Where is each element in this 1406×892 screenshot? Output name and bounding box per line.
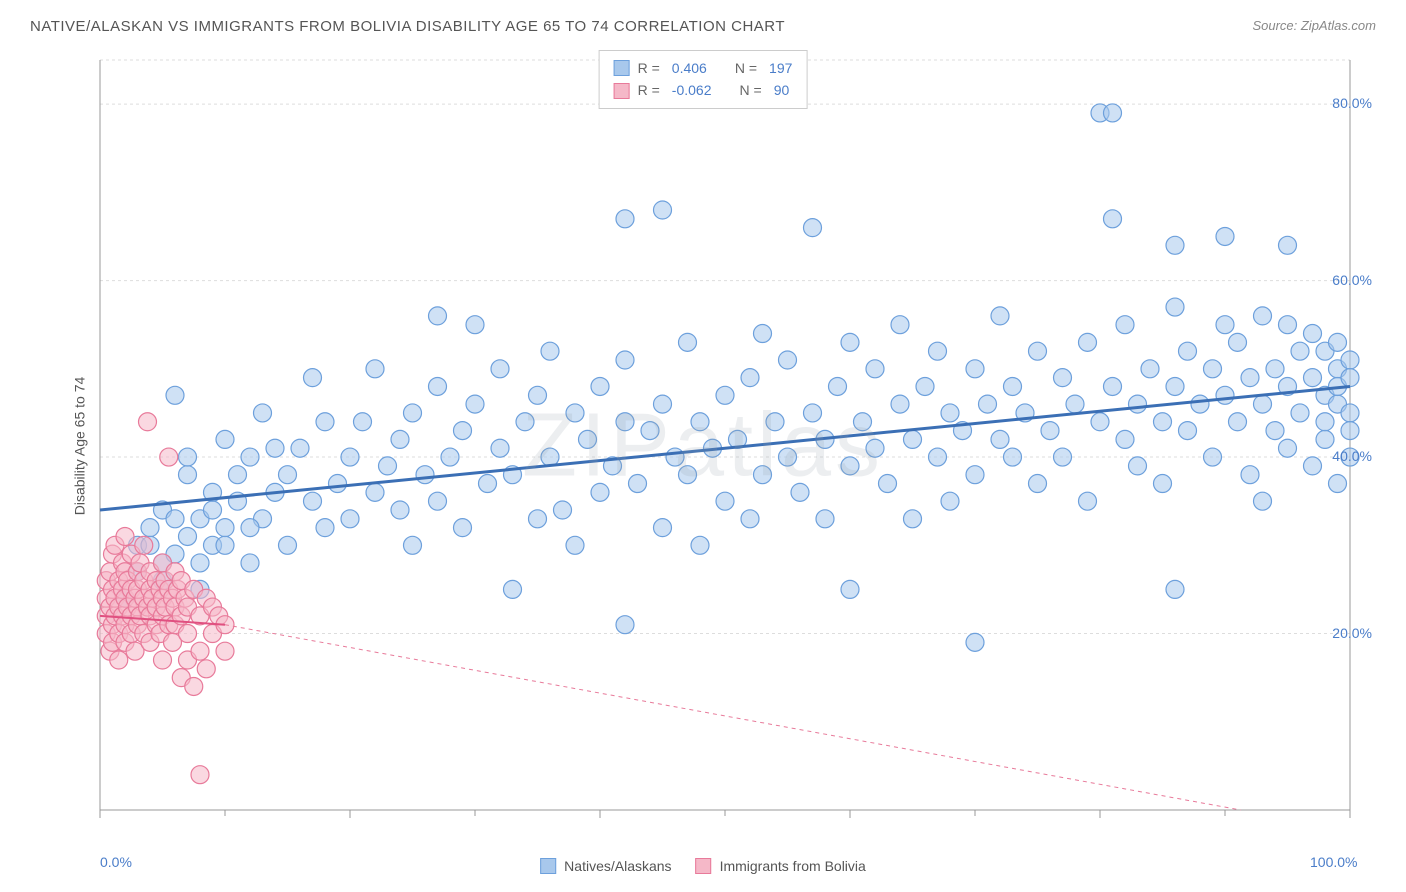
legend-swatch-blue [614,60,630,76]
legend-swatch-blue [540,858,556,874]
chart-area [60,50,1376,842]
y-tick-label: 80.0% [1332,95,1372,111]
source-label: Source: [1252,18,1300,33]
n-label: N = [735,57,757,79]
legend-stats-row-1: R = 0.406 N = 197 [614,57,793,79]
source-name: ZipAtlas.com [1301,18,1376,33]
x-tick-label: 0.0% [100,854,132,870]
y-tick-label: 20.0% [1332,625,1372,641]
source-attribution: Source: ZipAtlas.com [1252,18,1376,33]
legend-series: Natives/Alaskans Immigrants from Bolivia [540,858,866,874]
r-label: R = [638,57,660,79]
n-label: N = [740,79,762,101]
r-value-2: -0.062 [672,79,712,101]
legend-item-natives: Natives/Alaskans [540,858,671,874]
legend-label: Natives/Alaskans [564,858,671,874]
r-label: R = [638,79,660,101]
r-value-1: 0.406 [672,57,707,79]
n-value-2: 90 [774,79,790,101]
x-tick-label: 100.0% [1310,854,1357,870]
y-tick-label: 40.0% [1332,448,1372,464]
scatter-chart [60,50,1376,842]
legend-item-immigrants: Immigrants from Bolivia [696,858,866,874]
legend-swatch-pink [614,83,630,99]
legend-stats: R = 0.406 N = 197 R = -0.062 N = 90 [599,50,808,109]
n-value-1: 197 [769,57,792,79]
legend-stats-row-2: R = -0.062 N = 90 [614,79,793,101]
y-tick-label: 60.0% [1332,272,1372,288]
legend-label: Immigrants from Bolivia [720,858,866,874]
legend-swatch-pink [696,858,712,874]
chart-title: NATIVE/ALASKAN VS IMMIGRANTS FROM BOLIVI… [30,18,785,35]
